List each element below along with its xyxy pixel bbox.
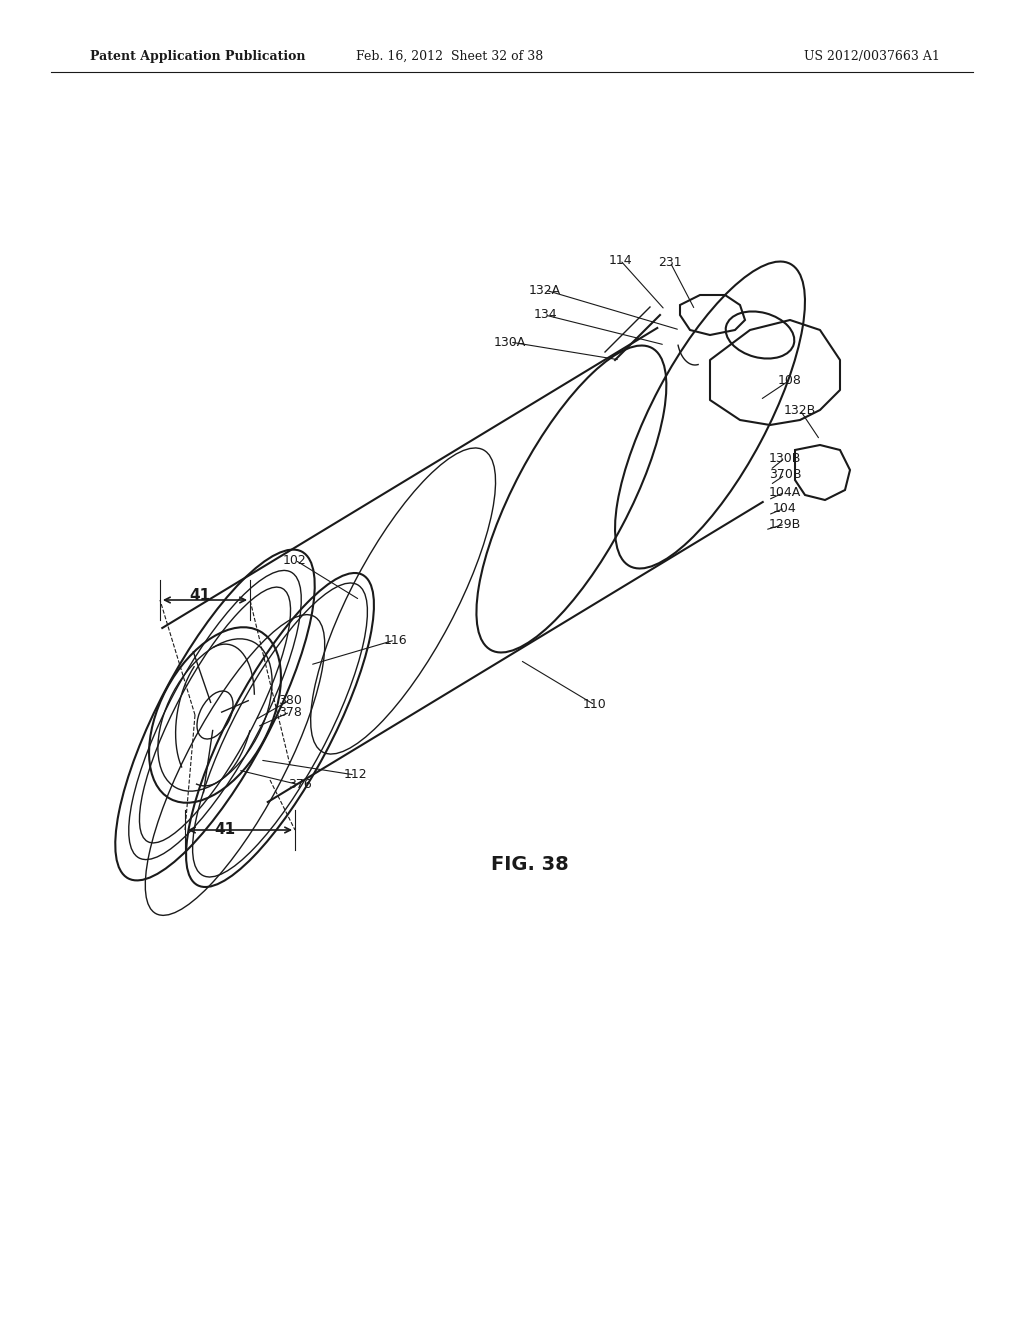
Text: 110: 110 xyxy=(583,698,607,711)
Text: 116: 116 xyxy=(383,634,407,647)
Text: 134: 134 xyxy=(534,309,557,322)
Text: 104: 104 xyxy=(773,502,797,515)
Text: 41: 41 xyxy=(189,589,211,603)
Text: 112: 112 xyxy=(343,768,367,781)
Text: Feb. 16, 2012  Sheet 32 of 38: Feb. 16, 2012 Sheet 32 of 38 xyxy=(356,50,544,63)
Text: 41: 41 xyxy=(214,822,236,837)
Text: 130A: 130A xyxy=(494,335,526,348)
Text: 370B: 370B xyxy=(769,469,801,482)
Text: Patent Application Publication: Patent Application Publication xyxy=(90,50,305,63)
Text: 376: 376 xyxy=(288,779,312,792)
Text: 132A: 132A xyxy=(529,284,561,297)
Text: FIG. 38: FIG. 38 xyxy=(492,855,569,874)
Text: US 2012/0037663 A1: US 2012/0037663 A1 xyxy=(804,50,940,63)
Text: 132B: 132B xyxy=(784,404,816,417)
Text: 102: 102 xyxy=(283,553,307,566)
Text: 129B: 129B xyxy=(769,517,801,531)
Text: 104A: 104A xyxy=(769,486,801,499)
Text: 380: 380 xyxy=(279,693,302,706)
Text: 108: 108 xyxy=(778,374,802,387)
Text: 231: 231 xyxy=(658,256,682,268)
Text: 130B: 130B xyxy=(769,451,801,465)
Text: 378: 378 xyxy=(279,705,302,718)
Text: 114: 114 xyxy=(608,253,632,267)
